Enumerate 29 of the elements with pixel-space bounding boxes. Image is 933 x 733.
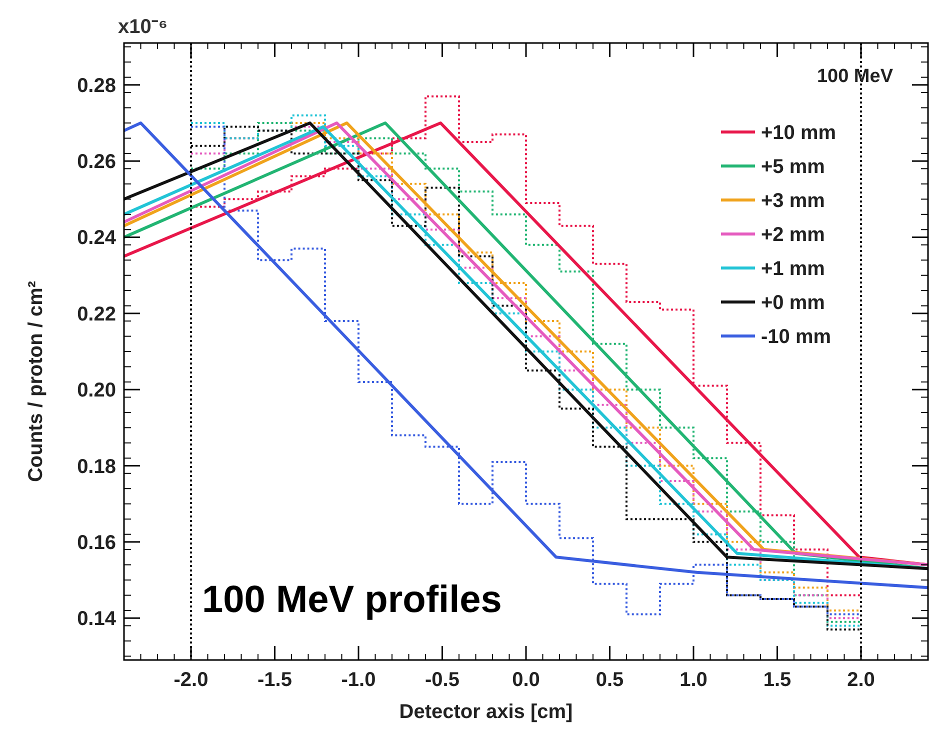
text: x10⁻⁶ bbox=[118, 16, 168, 38]
y-tick-label: 0.14 bbox=[77, 608, 117, 630]
y-axis-title: Counts / proton / cm² bbox=[25, 280, 47, 482]
legend-label: +2 mm bbox=[761, 224, 825, 246]
legend-title: 100 MeV bbox=[816, 66, 894, 87]
x-tick-label: -1.5 bbox=[258, 669, 292, 691]
y-tick-label: 0.16 bbox=[77, 532, 116, 554]
y-tick-label: 0.24 bbox=[77, 227, 117, 250]
y-tick-label: 0.28 bbox=[77, 74, 116, 97]
legend-label: +10 mm bbox=[761, 122, 836, 144]
x-tick-label: 2.0 bbox=[847, 669, 875, 691]
x-tick-label: -1.0 bbox=[341, 669, 376, 691]
y-tick-label: 0.26 bbox=[77, 151, 116, 174]
annotation: 100 MeV profiles bbox=[202, 579, 502, 621]
x-axis-title: Detector axis [cm] bbox=[399, 701, 573, 723]
x-tick-label: 1.5 bbox=[763, 669, 792, 691]
legend-label: +5 mm bbox=[761, 156, 825, 178]
y-tick-label: 0.22 bbox=[77, 303, 116, 326]
legend-label: +0 mm bbox=[761, 292, 825, 314]
x-tick-label: 0.5 bbox=[596, 669, 624, 691]
legend-label: -10 mm bbox=[761, 326, 832, 348]
x-tick-label: 1.0 bbox=[680, 669, 708, 691]
y-tick-label: 0.20 bbox=[77, 380, 116, 402]
x-tick-label: -0.5 bbox=[425, 669, 460, 691]
legend-label: +1 mm bbox=[761, 258, 825, 280]
legend-label: +3 mm bbox=[761, 190, 825, 212]
x-tick-label: -2.0 bbox=[174, 669, 208, 691]
y-tick-label: 0.18 bbox=[77, 456, 116, 478]
x-tick-label: 0.0 bbox=[512, 669, 540, 691]
